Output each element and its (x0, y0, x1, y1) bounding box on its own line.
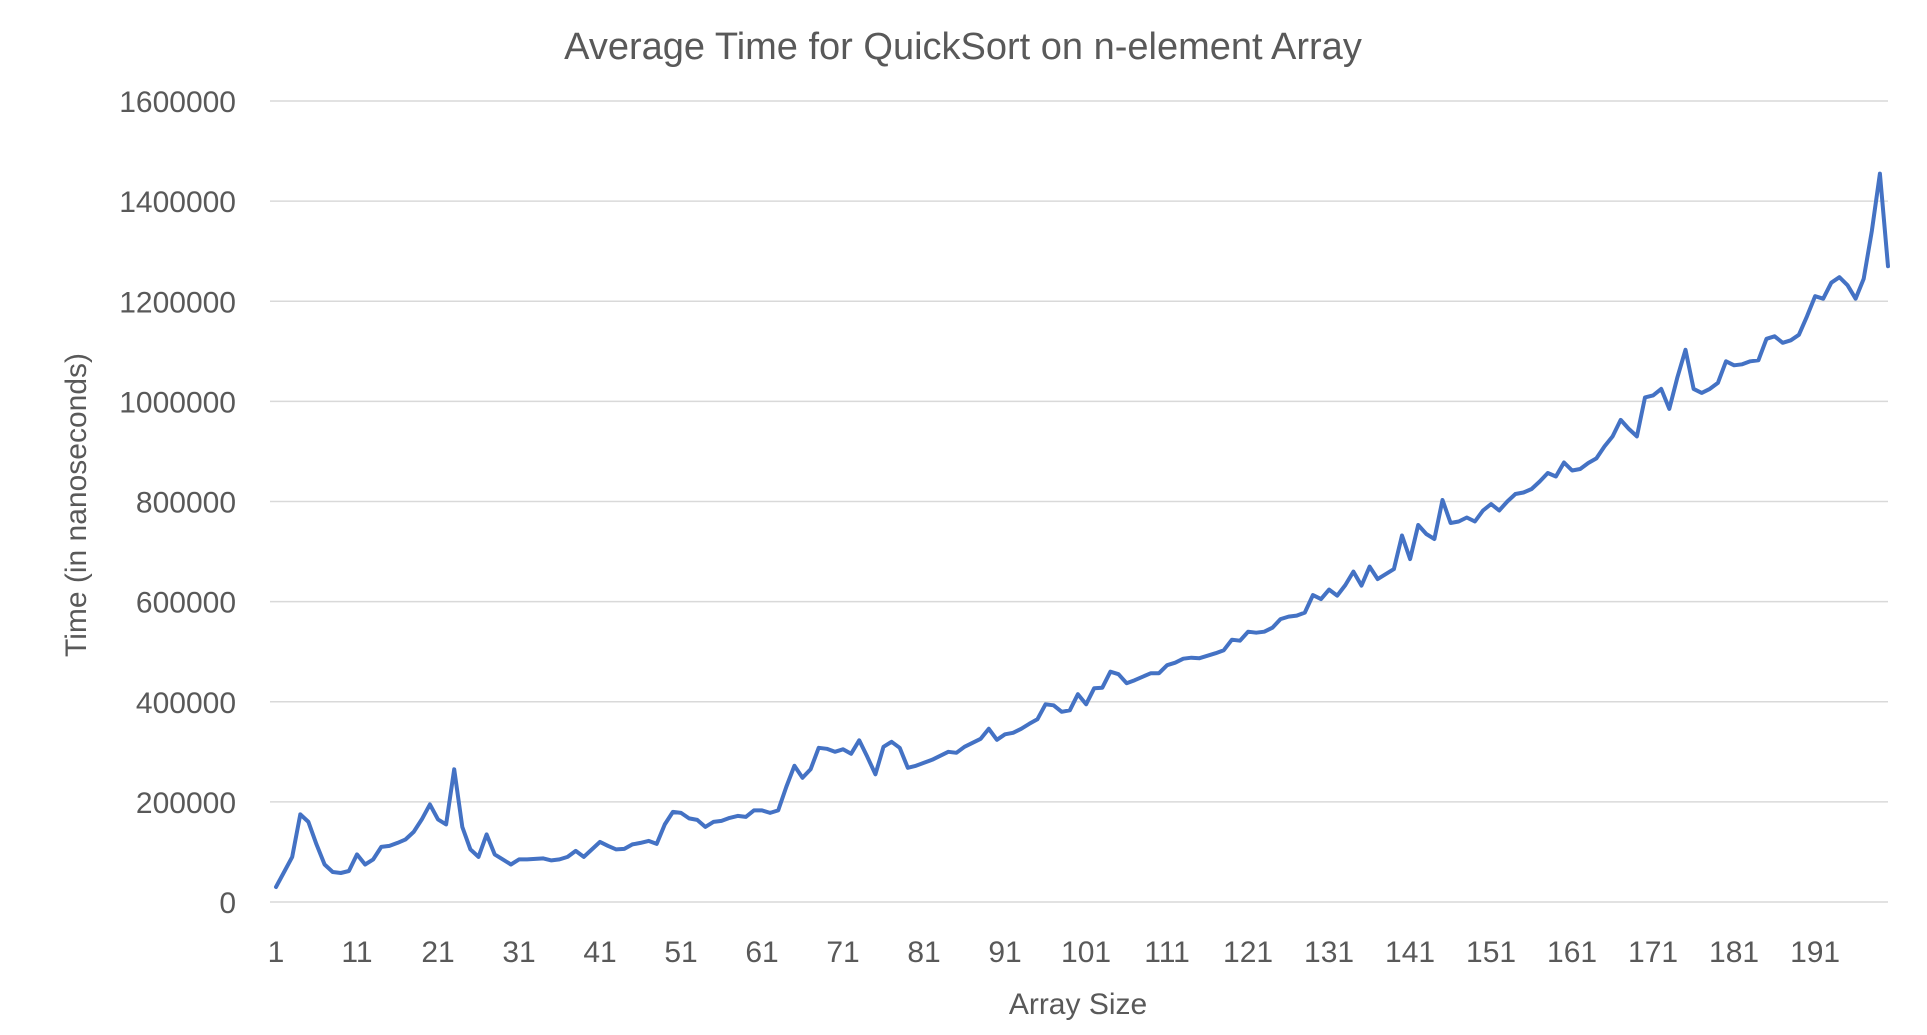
y-axis-ticks: 0 200000 400000 600000 800000 1000000 1200000 1… (119, 86, 236, 920)
x-tick-label: 181 (1709, 936, 1759, 969)
x-tick-label: 141 (1385, 936, 1435, 969)
x-tick-label: 151 (1466, 936, 1516, 969)
x-tick-label: 71 (826, 936, 859, 969)
y-tick-label: 1400000 (119, 186, 236, 219)
x-tick-label: 51 (664, 936, 697, 969)
y-tick-label: 0 (219, 887, 236, 920)
x-tick-label: 11 (341, 936, 372, 969)
y-tick-label: 200000 (136, 787, 236, 820)
x-tick-label: 121 (1223, 936, 1273, 969)
x-tick-label: 91 (988, 936, 1021, 969)
x-tick-label: 161 (1547, 936, 1597, 969)
x-tick-label: 131 (1304, 936, 1354, 969)
y-tick-label: 400000 (136, 687, 236, 720)
x-tick-label: 81 (907, 936, 940, 969)
y-tick-label: 1000000 (119, 386, 236, 419)
y-tick-label: 1200000 (119, 286, 236, 319)
y-tick-label: 1600000 (119, 86, 236, 119)
x-tick-label: 31 (502, 936, 535, 969)
series-line (274, 171, 1890, 889)
x-tick-label: 171 (1628, 936, 1678, 969)
gridlines (270, 100, 1888, 903)
y-axis-title: Time (in nanoseconds) (60, 353, 93, 657)
y-tick-label: 600000 (136, 587, 236, 620)
x-axis-title: Array Size (1009, 988, 1147, 1021)
y-tick-label: 800000 (136, 487, 236, 520)
x-tick-label: 61 (745, 936, 778, 969)
x-tick-label: 1 (268, 936, 285, 969)
x-axis-ticks: 1 11 21 31 41 51 61 71 81 91 101 111 121 131 141 151 161… (268, 936, 1840, 969)
chart-title: Average Time for QuickSort on n-element … (564, 26, 1362, 68)
x-tick-label: 101 (1061, 936, 1111, 969)
x-tick-label: 41 (583, 936, 616, 969)
x-tick-label: 21 (421, 936, 454, 969)
x-tick-label: 111 (1144, 936, 1190, 969)
x-tick-label: 191 (1790, 936, 1840, 969)
